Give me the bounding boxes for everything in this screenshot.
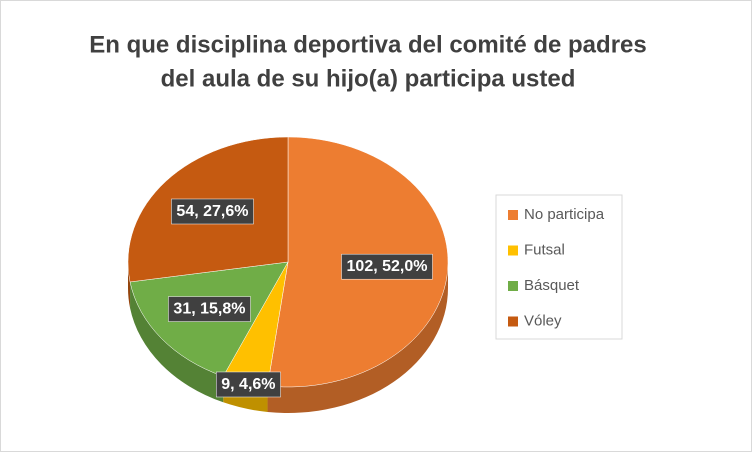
data-label: 54, 27,6% — [171, 198, 254, 225]
data-label-text: 102, 52,0% — [347, 258, 428, 275]
data-label-box — [168, 296, 251, 322]
data-label-text: 54, 27,6% — [176, 203, 248, 220]
data-label: 9, 4,6% — [216, 371, 281, 398]
legend-label: Futsal — [524, 241, 565, 258]
legend-swatch — [508, 210, 518, 220]
data-label-text: 31, 15,8% — [173, 301, 245, 318]
data-label-text: 9, 4,6% — [221, 376, 275, 393]
data-label-box — [216, 371, 281, 398]
data-label: 31, 15,8% — [168, 296, 251, 322]
chart-title: del aula de su hijo(a) participa usted — [161, 65, 576, 92]
slice-side — [267, 262, 448, 414]
legend-swatch — [508, 316, 518, 327]
legend-swatch — [508, 245, 518, 256]
data-label-box — [341, 253, 433, 280]
legend-swatch — [508, 281, 518, 291]
data-label-box — [171, 198, 254, 225]
legend-label: Vóley — [524, 312, 562, 329]
data-label: 102, 52,0% — [341, 253, 433, 280]
slice-side — [130, 281, 224, 403]
legend-label: Básquet — [524, 277, 580, 294]
legend-label: No participa — [524, 206, 605, 223]
chart-title: En que disciplina deportiva del comité d… — [89, 31, 646, 58]
